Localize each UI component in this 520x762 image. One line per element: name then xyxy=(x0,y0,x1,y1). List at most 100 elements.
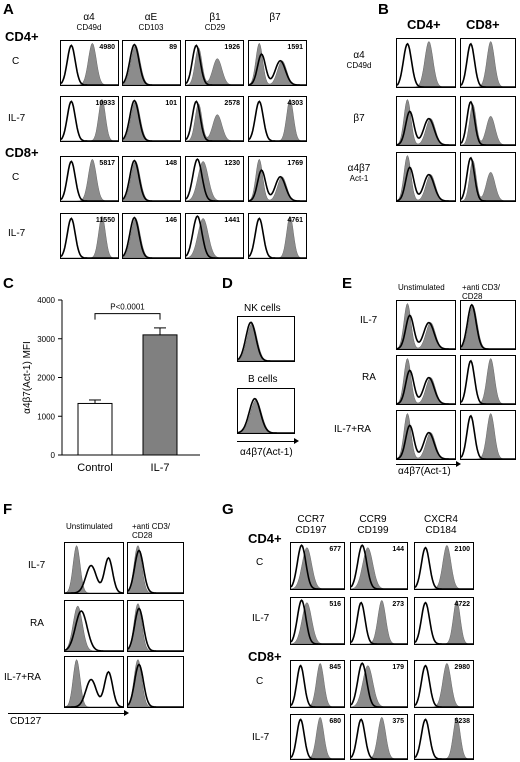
g-histogram: 516 xyxy=(290,597,345,645)
filled-histogram xyxy=(291,716,344,759)
control-histogram xyxy=(186,159,243,201)
g-histogram: 375 xyxy=(350,714,408,760)
control-histogram xyxy=(351,719,407,759)
g-histogram: 845 xyxy=(290,660,345,708)
a-histogram: 4303 xyxy=(248,96,307,142)
filled-histogram xyxy=(351,599,407,644)
filled-histogram xyxy=(128,659,183,707)
b-row-label: α4 CD49d xyxy=(346,50,372,70)
a-histogram: 101 xyxy=(122,96,181,142)
a-group-label-cd8: CD8+ xyxy=(5,145,39,160)
e-histogram xyxy=(396,355,456,405)
a-histogram: 148 xyxy=(122,156,181,202)
d-row-label: B cells xyxy=(248,374,278,385)
x-category-label: IL-7 xyxy=(151,462,170,474)
b-histogram xyxy=(396,152,456,202)
y-tick-label: 2000 xyxy=(37,374,55,383)
control-histogram xyxy=(397,167,455,201)
f-histogram xyxy=(64,542,124,594)
e-axis-line xyxy=(396,464,456,465)
g-row-label: IL-7 xyxy=(252,732,270,743)
e-histogram xyxy=(396,300,456,350)
control-histogram xyxy=(61,45,118,85)
panel-label-a: A xyxy=(3,1,14,18)
control-histogram xyxy=(461,416,515,459)
a-histogram: 1591 xyxy=(248,40,307,86)
control-histogram xyxy=(291,666,344,707)
filled-histogram xyxy=(351,716,407,759)
control-histogram xyxy=(351,663,407,707)
control-histogram xyxy=(397,111,455,145)
control-histogram xyxy=(238,322,294,361)
arrow-icon xyxy=(124,710,129,716)
control-histogram xyxy=(291,545,344,589)
control-histogram xyxy=(249,101,306,141)
filled-histogram xyxy=(461,358,515,404)
control-histogram xyxy=(123,101,180,141)
panel-label-f: F xyxy=(3,501,13,518)
filled-histogram xyxy=(415,662,473,707)
control-histogram xyxy=(249,170,306,201)
g-histogram: 4722 xyxy=(414,597,474,645)
filled-histogram xyxy=(461,413,515,459)
f-col-header: +anti CD3/ CD28 xyxy=(132,522,171,540)
control-histogram xyxy=(461,305,515,349)
g-histogram: 680 xyxy=(290,714,345,760)
y-axis-label: α4β7(Act-1) MFI xyxy=(22,341,33,414)
g-group-label-cd8: CD8+ xyxy=(248,649,282,664)
b-col-header: CD4+ xyxy=(407,17,441,32)
g-col-header: CXCR4 CD184 xyxy=(424,514,458,536)
b-histogram xyxy=(460,96,516,146)
a-histogram: 10933 xyxy=(60,96,119,142)
g-histogram: 5238 xyxy=(414,714,474,760)
g-histogram: 2100 xyxy=(414,542,474,590)
control-histogram xyxy=(351,545,407,589)
e-axis-label: α4β7(Act-1) xyxy=(398,466,451,477)
control-histogram xyxy=(61,218,118,258)
e-histogram xyxy=(460,300,516,350)
panel-label-e: E xyxy=(342,275,353,292)
filled-histogram xyxy=(291,602,344,644)
a-histogram: 5817 xyxy=(60,156,119,202)
e-histogram xyxy=(396,410,456,460)
control-histogram xyxy=(415,603,473,644)
control-histogram xyxy=(123,161,180,201)
y-tick-label: 4000 xyxy=(37,296,55,305)
g-col-header: CCR9 CD199 xyxy=(357,514,389,536)
arrow-icon xyxy=(456,461,461,467)
panel-label-g: G xyxy=(222,501,234,518)
f-histogram xyxy=(127,656,184,708)
b-row-label: α4β7 Act-1 xyxy=(347,163,371,183)
g-group-label-cd4: CD4+ xyxy=(248,531,282,546)
e-row-label: IL-7 xyxy=(360,315,378,326)
a-histogram: 1769 xyxy=(248,156,307,202)
control-histogram xyxy=(397,425,455,459)
filled-histogram xyxy=(238,399,294,433)
filled-histogram xyxy=(461,159,515,201)
f-row-label: IL-7+RA xyxy=(4,672,41,683)
y-tick-label: 1000 xyxy=(37,412,55,421)
e-row-label: IL-7+RA xyxy=(334,424,371,435)
control-histogram xyxy=(397,315,455,349)
filled-histogram xyxy=(65,605,123,651)
e-col-header: Unstimulated xyxy=(398,283,445,292)
mfi-bar-chart: 0 1000 2000 3000 4000 Control IL-7 P<0.0001 α4β7… xyxy=(22,296,200,474)
filled-histogram xyxy=(186,47,243,85)
filled-histogram xyxy=(461,103,515,145)
a-row-label: C xyxy=(12,56,20,67)
a-histogram: 4980 xyxy=(60,40,119,86)
a-row-label: C xyxy=(12,172,20,183)
bar-control xyxy=(77,402,113,456)
control-histogram xyxy=(186,101,243,141)
control-histogram xyxy=(351,603,407,644)
f-histogram xyxy=(64,600,124,652)
g-histogram: 677 xyxy=(290,542,345,590)
a-histogram: 146 xyxy=(122,213,181,259)
d-histogram xyxy=(237,388,295,434)
control-histogram xyxy=(397,370,455,404)
control-histogram xyxy=(415,719,473,759)
panel-label-c: C xyxy=(3,275,14,292)
a-histogram: 11550 xyxy=(60,213,119,259)
control-histogram xyxy=(65,672,123,707)
control-histogram xyxy=(123,45,180,85)
